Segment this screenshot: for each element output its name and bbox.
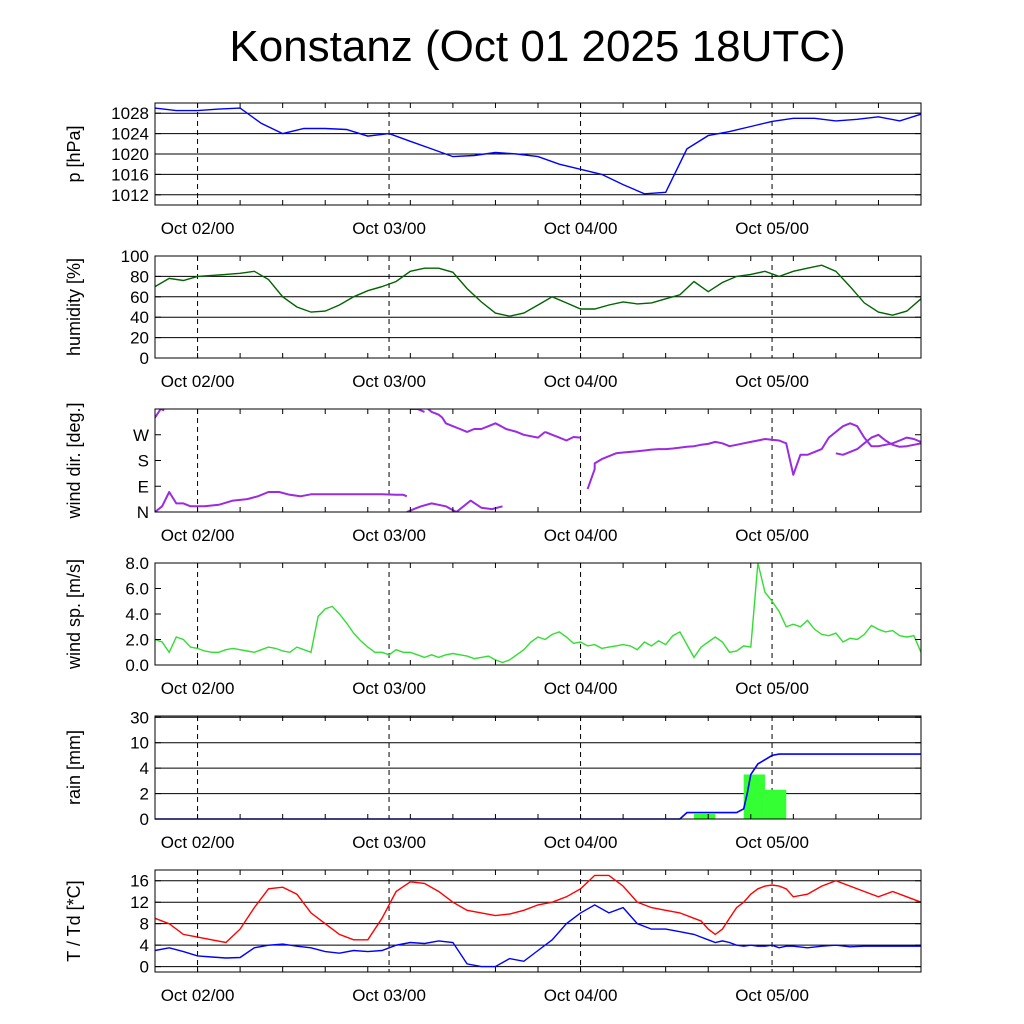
chart-title: Konstanz (Oct 01 2025 18UTC) — [229, 22, 846, 71]
x-tick-label: Oct 05/00 — [735, 679, 809, 698]
x-tick-label: Oct 03/00 — [352, 219, 426, 238]
x-tick-label: Oct 02/00 — [161, 219, 235, 238]
y-tick-label: 100 — [121, 247, 149, 266]
y-axis-label: T / Td [*C] — [64, 880, 84, 961]
y-tick-label: 40 — [130, 308, 149, 327]
y-tick-label: 30 — [130, 708, 149, 727]
x-tick-label: Oct 04/00 — [544, 679, 618, 698]
plot-frame — [154, 562, 922, 666]
panel-rain — [154, 715, 922, 820]
plot-frame — [154, 255, 922, 359]
y-tick-label: 0 — [140, 958, 149, 977]
td-line — [154, 904, 921, 968]
y-tick-label: 60 — [130, 288, 149, 307]
wind-direction-segment — [410, 409, 425, 413]
wind-direction-segment — [155, 409, 165, 419]
x-tick-label: Oct 03/00 — [352, 526, 426, 545]
y-tick-label: 8.0 — [125, 554, 149, 573]
panel-wind-speed — [154, 562, 922, 666]
y-axis-label: wind sp. [m/s] — [64, 559, 84, 670]
t-line — [154, 874, 922, 944]
x-tick-label: Oct 02/00 — [161, 526, 235, 545]
y-axis-label: wind dir. [deg.] — [64, 402, 84, 519]
x-tick-label: Oct 04/00 — [544, 833, 618, 852]
y-tick-label: 12 — [130, 893, 149, 912]
y-tick-label: 8 — [140, 915, 149, 934]
wind-direction-trace — [155, 409, 921, 512]
x-tick-label: Oct 02/00 — [161, 372, 235, 391]
y-axis-label: rain [mm] — [64, 730, 84, 805]
rain-bar — [764, 789, 787, 819]
x-tick-label: Oct 03/00 — [352, 679, 426, 698]
x-tick-label: Oct 04/00 — [544, 526, 618, 545]
rain-bar — [694, 813, 716, 819]
panel-pressure — [154, 102, 922, 206]
x-tick-label: Oct 05/00 — [735, 219, 809, 238]
y-tick-label: 4.0 — [125, 605, 149, 624]
x-tick-label: Oct 05/00 — [735, 526, 809, 545]
y-tick-label: 6.0 — [125, 580, 149, 599]
y-tick-label: S — [138, 452, 149, 471]
plot-frame — [154, 869, 922, 973]
y-axis-label: p [hPa] — [64, 125, 84, 182]
panel-wind-direction — [154, 408, 922, 513]
panel-humidity — [154, 255, 922, 359]
y-tick-label: 0 — [140, 810, 149, 829]
x-tick-label: Oct 05/00 — [735, 986, 809, 1005]
y-tick-label: 2 — [140, 785, 149, 804]
wind-direction-segment — [586, 422, 921, 490]
y-tick-label: E — [138, 477, 149, 496]
y-tick-label: 4 — [140, 936, 149, 955]
y-tick-label: 2.0 — [125, 631, 149, 650]
humidity-line — [154, 264, 922, 317]
rain-accumulation-line — [155, 753, 921, 820]
plot-frame — [154, 715, 922, 820]
pressure-line — [154, 107, 922, 195]
y-tick-label: W — [133, 426, 149, 445]
wind-direction-segment — [406, 499, 503, 512]
wind-direction-segment — [544, 430, 581, 442]
y-tick-label: 20 — [130, 329, 149, 348]
y-axis-label: humidity [%] — [64, 258, 84, 356]
x-tick-label: Oct 03/00 — [352, 372, 426, 391]
panel-temperature — [154, 869, 922, 973]
wind-direction-segment — [427, 409, 546, 439]
plot-frame — [154, 408, 922, 513]
y-tick-label: 1016 — [111, 165, 149, 184]
y-tick-label: 1012 — [111, 186, 149, 205]
x-tick-label: Oct 02/00 — [161, 986, 235, 1005]
y-tick-label: 16 — [130, 872, 149, 891]
x-tick-label: Oct 05/00 — [735, 833, 809, 852]
x-tick-label: Oct 04/00 — [544, 372, 618, 391]
x-tick-label: Oct 02/00 — [161, 679, 235, 698]
y-tick-label: 0.0 — [125, 656, 149, 675]
wind-direction-segment — [835, 433, 921, 456]
wind-speed-line — [154, 562, 922, 664]
x-tick-label: Oct 04/00 — [544, 219, 618, 238]
y-tick-label: 0 — [140, 349, 149, 368]
y-tick-label: 10 — [130, 734, 149, 753]
y-tick-label: 80 — [130, 267, 149, 286]
y-tick-label: N — [137, 503, 149, 522]
x-tick-label: Oct 05/00 — [735, 372, 809, 391]
x-tick-label: Oct 02/00 — [161, 833, 235, 852]
y-tick-label: 1028 — [111, 104, 149, 123]
x-tick-label: Oct 03/00 — [352, 833, 426, 852]
y-tick-label: 1020 — [111, 145, 149, 164]
y-tick-label: 1024 — [111, 125, 149, 144]
y-tick-label: 4 — [140, 759, 149, 778]
x-tick-label: Oct 03/00 — [352, 986, 426, 1005]
x-tick-label: Oct 04/00 — [544, 986, 618, 1005]
wind-direction-segment — [155, 491, 408, 512]
